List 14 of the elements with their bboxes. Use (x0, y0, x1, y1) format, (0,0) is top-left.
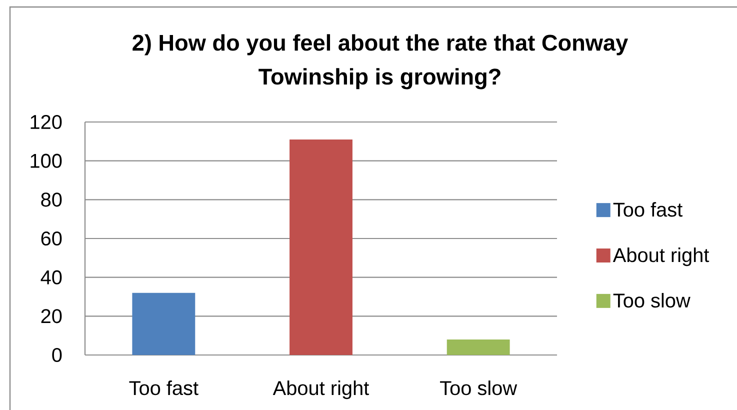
y-tick-label: 20 (41, 309, 62, 324)
x-tick-label: Too slow (440, 380, 518, 396)
legend-label: Too slow (613, 292, 690, 308)
x-tick-label: About right (272, 380, 370, 400)
legend-label: About right (612, 248, 710, 266)
x-tick-label: Too fast (129, 380, 198, 396)
y-tick-label: 120 (30, 114, 62, 130)
y-tick-label: 40 (40, 270, 62, 284)
chart-title: 2) How do you feel about the rate that Conway Towinship is growing? (132, 34, 628, 90)
legend-label: Too fast (613, 202, 682, 217)
y-tick-label: 0 (52, 348, 62, 362)
y-tick-label: 80 (41, 192, 62, 207)
y-tick-label: 60 (41, 231, 62, 246)
y-tick-label: 100 (30, 154, 62, 168)
